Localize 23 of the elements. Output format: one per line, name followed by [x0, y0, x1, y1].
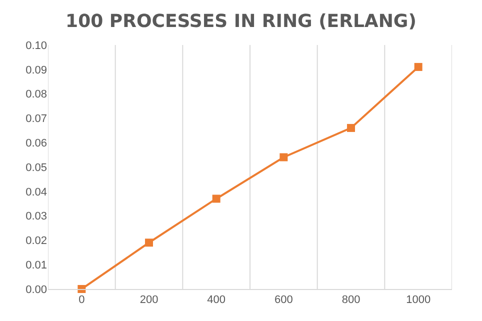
- point: [212, 194, 220, 203]
- x-tick-label: 400: [207, 294, 226, 306]
- y-tick-label: 0.03: [26, 210, 47, 223]
- x-tick-label: 600: [274, 294, 293, 306]
- x-tick-label: 1000: [406, 294, 431, 306]
- y-tick-label: 0.06: [26, 137, 47, 150]
- y-tick-label: 0.04: [26, 186, 47, 198]
- y-tick-label: 0.07: [26, 113, 47, 126]
- y-tick-label: 0.01: [26, 259, 47, 272]
- x-tick-label: 200: [140, 294, 158, 306]
- y-tick-label: 0.02: [26, 235, 47, 248]
- point: [145, 238, 153, 247]
- x-tick-label: 0: [78, 294, 85, 306]
- y-tick-label: 0.10: [26, 40, 47, 52]
- x-tick-label: 800: [342, 294, 360, 306]
- point: [414, 62, 422, 71]
- point: [347, 124, 355, 132]
- y-tick-label: 0.09: [26, 64, 47, 76]
- y-tick-label: 0.05: [26, 162, 47, 174]
- y-tick-label: 0.00: [26, 284, 47, 296]
- chart-title: 100 PROCESSES IN RING (ERLANG): [66, 11, 416, 32]
- y-tick-label: 0.08: [26, 88, 47, 101]
- point: [280, 153, 288, 162]
